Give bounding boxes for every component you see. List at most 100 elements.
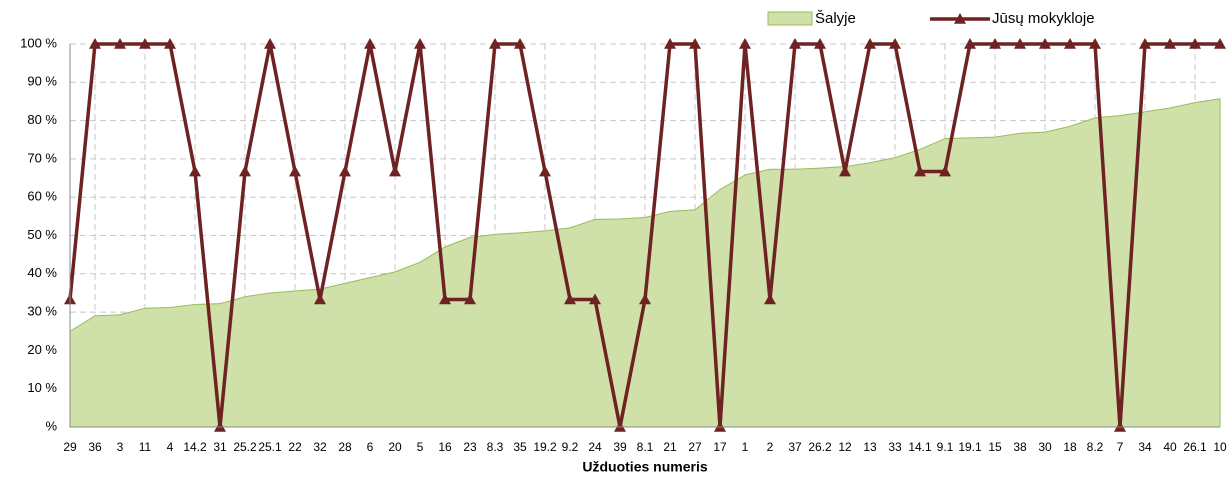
x-tick-label: 30 bbox=[1038, 440, 1052, 454]
x-tick-label: 26.1 bbox=[1183, 440, 1207, 454]
x-tick-label: 8.2 bbox=[1087, 440, 1104, 454]
marker bbox=[1014, 38, 1026, 49]
marker bbox=[714, 421, 726, 432]
y-tick-label: % bbox=[45, 418, 57, 433]
x-tick-label: 17 bbox=[713, 440, 727, 454]
marker bbox=[564, 293, 576, 305]
legend-label: Šalyje bbox=[815, 10, 856, 27]
y-tick-label: 50 % bbox=[27, 227, 57, 242]
x-tick-label: 22 bbox=[288, 440, 302, 454]
x-tick-label: 36 bbox=[88, 440, 102, 454]
x-tick-label: 9.2 bbox=[562, 440, 579, 454]
x-tick-label: 7 bbox=[1117, 440, 1124, 454]
marker bbox=[264, 38, 276, 49]
marker bbox=[314, 293, 326, 305]
x-tick-label: 18 bbox=[1063, 440, 1077, 454]
marker bbox=[739, 38, 751, 49]
marker bbox=[1064, 38, 1076, 49]
x-tick-label: 12 bbox=[838, 440, 852, 454]
marker bbox=[914, 165, 926, 177]
marker bbox=[864, 38, 876, 49]
x-tick-label: 11 bbox=[139, 440, 152, 454]
x-tick-label: 32 bbox=[313, 440, 327, 454]
marker bbox=[889, 38, 901, 49]
x-tick-label: 13 bbox=[863, 440, 877, 454]
x-tick-label: 34 bbox=[1138, 440, 1152, 454]
x-tick-label: 26.2 bbox=[808, 440, 832, 454]
marker bbox=[114, 38, 126, 49]
y-tick-label: 100 % bbox=[20, 35, 57, 50]
x-tick-label: 25.2 bbox=[233, 440, 257, 454]
legend-swatch bbox=[767, 11, 813, 26]
x-tick-label: 24 bbox=[588, 440, 602, 454]
marker bbox=[989, 38, 1001, 49]
x-tick-label: 37 bbox=[788, 440, 802, 454]
x-tick-label: 14.2 bbox=[183, 440, 207, 454]
x-tick-label: 38 bbox=[1013, 440, 1027, 454]
marker bbox=[189, 165, 201, 177]
marker bbox=[1164, 38, 1176, 49]
marker bbox=[614, 421, 626, 432]
marker bbox=[664, 38, 676, 49]
y-tick-label: 90 % bbox=[27, 74, 57, 89]
y-tick-label: 30 % bbox=[27, 304, 57, 319]
y-tick-label: 10 % bbox=[27, 380, 57, 395]
marker bbox=[439, 293, 451, 305]
x-tick-label: 9.1 bbox=[937, 440, 954, 454]
area bbox=[69, 98, 1221, 428]
y-tick-label: 80 % bbox=[27, 112, 57, 127]
x-tick-label: 33 bbox=[888, 440, 902, 454]
marker bbox=[289, 165, 301, 177]
marker bbox=[139, 38, 151, 49]
x-tick-label: 1 bbox=[742, 440, 749, 454]
marker bbox=[1189, 38, 1201, 49]
marker bbox=[589, 293, 601, 305]
marker bbox=[939, 165, 951, 177]
x-tick-label: 40 bbox=[1163, 440, 1177, 454]
marker bbox=[1039, 38, 1051, 49]
x-tick-label: 20 bbox=[388, 440, 402, 454]
legend-marker bbox=[954, 13, 966, 24]
x-tick-label: 3 bbox=[117, 440, 124, 454]
x-tick-label: 23 bbox=[463, 440, 477, 454]
marker bbox=[764, 293, 776, 305]
marker bbox=[964, 38, 976, 49]
x-tick-label: 8.1 bbox=[637, 440, 654, 454]
x-tick-label: 14.1 bbox=[908, 440, 932, 454]
marker bbox=[514, 38, 526, 49]
marker bbox=[789, 38, 801, 49]
x-tick-label: 29 bbox=[63, 440, 77, 454]
x-tick-label: 27 bbox=[688, 440, 702, 454]
x-tick-label: 8.3 bbox=[487, 440, 504, 454]
x-tick-label: 15 bbox=[988, 440, 1002, 454]
marker bbox=[214, 421, 226, 432]
marker bbox=[414, 38, 426, 49]
x-tick-label: 5 bbox=[417, 440, 424, 454]
y-tick-label: 70 % bbox=[27, 150, 57, 165]
marker bbox=[639, 293, 651, 305]
marker bbox=[689, 38, 701, 49]
marker bbox=[1089, 38, 1101, 49]
marker bbox=[464, 293, 476, 305]
x-tick-label: 19.1 bbox=[958, 440, 982, 454]
marker bbox=[364, 38, 376, 49]
y-tick-label: 20 % bbox=[27, 342, 57, 357]
x-tick-label: 25.1 bbox=[258, 440, 282, 454]
marker bbox=[239, 165, 251, 177]
x-tick-label: 10 bbox=[1213, 440, 1227, 454]
marker bbox=[89, 38, 101, 49]
x-tick-label: 4 bbox=[167, 440, 174, 454]
x-tick-label: 16 bbox=[438, 440, 452, 454]
y-tick-label: 40 % bbox=[27, 265, 57, 280]
marker bbox=[339, 165, 351, 177]
marker bbox=[1139, 38, 1151, 49]
x-tick-label: 35 bbox=[513, 440, 527, 454]
x-tick-label: 6 bbox=[367, 440, 374, 454]
legend-label: Jūsų mokykloje bbox=[992, 10, 1095, 27]
marker bbox=[839, 165, 851, 177]
marker bbox=[814, 38, 826, 49]
x-tick-label: 19.2 bbox=[533, 440, 557, 454]
x-axis-title: Užduoties numeris bbox=[582, 459, 707, 475]
marker bbox=[1114, 421, 1126, 432]
